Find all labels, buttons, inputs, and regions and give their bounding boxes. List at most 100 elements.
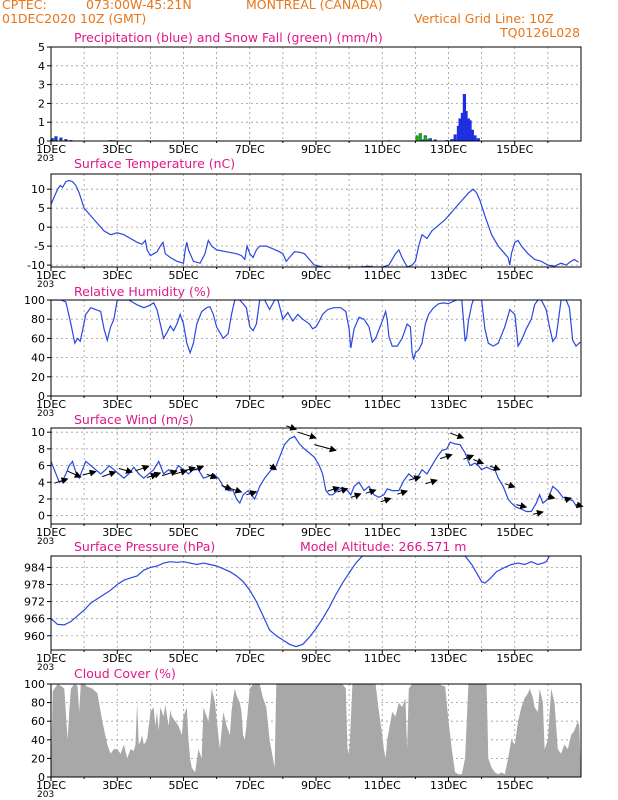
precip-bar-rain bbox=[420, 139, 424, 141]
press-ytick-label: 984 bbox=[24, 561, 45, 574]
header-location: MONTREAL (CANADA) bbox=[246, 0, 383, 12]
cloud-ytick-label: 40 bbox=[31, 734, 45, 747]
cloud-ytick-label: 20 bbox=[31, 752, 45, 765]
precip-xtick-label: 9DEC bbox=[301, 143, 331, 156]
rh-xtick-label: 1DEC bbox=[36, 398, 66, 411]
precip-bar-rain bbox=[464, 110, 468, 141]
wind-vector-arrow bbox=[350, 492, 362, 500]
header-init-time: 01DEC2020 10Z (GMT) bbox=[2, 11, 147, 26]
wind-ytick-label: 8 bbox=[38, 443, 45, 456]
press-xtick-label: 13DEC bbox=[430, 652, 467, 665]
precip-bar-rain bbox=[476, 138, 480, 141]
precip-ytick-label: 3 bbox=[38, 79, 45, 92]
press-xtick-label: 3DEC bbox=[102, 652, 132, 665]
precip-xtick-label: 13DEC bbox=[430, 143, 467, 156]
cloud-xtick-label: 3DEC bbox=[102, 779, 132, 792]
precip-bar-snow bbox=[418, 133, 422, 141]
precip-bar-rain bbox=[428, 138, 432, 141]
precip-bar-rain bbox=[460, 112, 465, 141]
cloud-xtick-label: 15DEC bbox=[496, 779, 533, 792]
precip-ytick-label: 4 bbox=[38, 60, 45, 73]
rh-ytick-label: 20 bbox=[31, 371, 45, 384]
wind-vector-arrow bbox=[54, 477, 69, 485]
temp-xtick-label: 13DEC bbox=[430, 269, 467, 282]
wind-vector-arrow bbox=[193, 465, 205, 472]
temp-xtick-label: 5DEC bbox=[168, 269, 198, 282]
wind-ytick-label: 0 bbox=[38, 510, 45, 523]
wind-xtick-label: 11DEC bbox=[364, 526, 401, 539]
cloud-xtick-label: 11DEC bbox=[364, 779, 401, 792]
precip-bar-rain bbox=[456, 125, 461, 141]
wind-vector-arrow bbox=[532, 509, 544, 517]
cloud-ytick-label: 0 bbox=[38, 771, 45, 784]
cloud-xtick-label: 7DEC bbox=[235, 779, 265, 792]
rh-ytick-label: 80 bbox=[31, 313, 45, 326]
press-xtick-label: 15DEC bbox=[496, 652, 533, 665]
press-ytick-label: 966 bbox=[24, 613, 45, 626]
precip-bar-rain bbox=[466, 118, 470, 141]
precip-title: Precipitation (blue) and Snow Fall (gree… bbox=[74, 30, 383, 45]
cloud-ytick-label: 60 bbox=[31, 715, 45, 728]
wind-vector-arrow bbox=[327, 485, 341, 493]
precip-bar-rain bbox=[453, 134, 457, 141]
temp-ytick-label: -10 bbox=[27, 259, 45, 272]
cloud-title: Cloud Cover (%) bbox=[74, 666, 176, 681]
press-title: Surface Pressure (hPa) bbox=[74, 539, 216, 554]
temp-xtick-label: 11DEC bbox=[364, 269, 401, 282]
rh-title: Relative Humidity (%) bbox=[74, 284, 211, 299]
temp-ytick-label: -5 bbox=[34, 240, 45, 253]
wind-vector-arrow bbox=[380, 497, 392, 504]
precip-bar-rain bbox=[470, 129, 474, 141]
precip-xtick-label: 7DEC bbox=[235, 143, 265, 156]
header-source: CPTEC: bbox=[2, 0, 47, 12]
wind-vector-arrow bbox=[102, 470, 117, 478]
wind-vector-arrow bbox=[231, 486, 243, 494]
temp-xtick-label: 7DEC bbox=[235, 269, 265, 282]
temp-year-fragment: 203 bbox=[37, 280, 54, 290]
press-ytick-label: 978 bbox=[24, 578, 45, 591]
wind-vector-arrow bbox=[397, 489, 409, 497]
wind-vector-arrow bbox=[450, 432, 465, 440]
rh-xtick-label: 7DEC bbox=[235, 398, 265, 411]
press-xtick-label: 7DEC bbox=[235, 652, 265, 665]
temp-ytick-label: 0 bbox=[38, 221, 45, 234]
wind-vector-arrow bbox=[516, 502, 528, 510]
wind-vector-arrow bbox=[221, 483, 233, 491]
rh-year-fragment: 203 bbox=[37, 409, 54, 419]
rh-ytick-label: 100 bbox=[24, 294, 45, 307]
rh-xtick-label: 13DEC bbox=[430, 398, 467, 411]
wind-vector-arrow bbox=[118, 467, 134, 474]
wind-xtick-label: 1DEC bbox=[36, 526, 66, 539]
precip-xtick-label: 15DEC bbox=[496, 143, 533, 156]
precip-ytick-label: 2 bbox=[38, 97, 45, 110]
wind-vector-arrow bbox=[150, 471, 162, 479]
wind-xtick-label: 7DEC bbox=[235, 526, 265, 539]
cloud-area bbox=[51, 684, 581, 777]
wind-vector-arrow bbox=[408, 475, 422, 482]
temp-xtick-label: 3DEC bbox=[102, 269, 132, 282]
wind-vector-arrow bbox=[161, 469, 178, 477]
cloud-ytick-label: 100 bbox=[24, 678, 45, 691]
wind-ytick-label: 4 bbox=[38, 476, 45, 489]
precip-xtick-label: 11DEC bbox=[364, 143, 401, 156]
press-ytick-label: 960 bbox=[24, 630, 45, 643]
precip-bar-rain bbox=[468, 120, 472, 141]
wind-vector-arrow bbox=[67, 470, 82, 478]
press-year-fragment: 203 bbox=[37, 663, 54, 673]
wind-vector-arrow bbox=[337, 487, 349, 494]
press-xtick-label: 5DEC bbox=[168, 652, 198, 665]
temp-xtick-label: 1DEC bbox=[36, 269, 66, 282]
precip-bar-rain bbox=[51, 138, 55, 141]
cloud-xtick-label: 1DEC bbox=[36, 779, 66, 792]
temp-line bbox=[51, 179, 579, 267]
cloud-xtick-label: 5DEC bbox=[168, 779, 198, 792]
precip-ytick-label: 1 bbox=[38, 116, 45, 129]
precip-bar-rain bbox=[54, 136, 58, 141]
wind-vector-arrow bbox=[206, 472, 218, 480]
rh-ytick-label: 60 bbox=[31, 332, 45, 345]
wind-xtick-label: 5DEC bbox=[168, 526, 198, 539]
wind-ytick-label: 10 bbox=[31, 426, 45, 439]
cloud-year-fragment: 203 bbox=[37, 790, 54, 800]
rh-xtick-label: 5DEC bbox=[168, 398, 198, 411]
